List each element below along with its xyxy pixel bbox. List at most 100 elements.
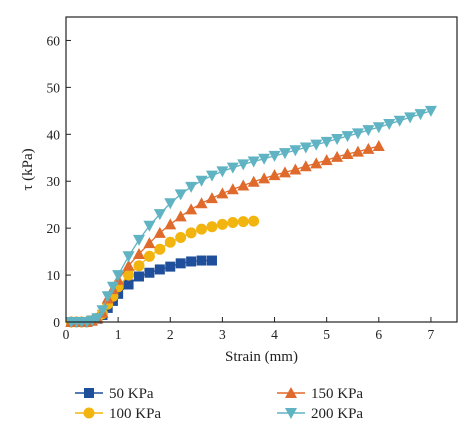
data-point	[341, 148, 354, 160]
data-point	[278, 166, 291, 178]
data-point	[112, 270, 125, 282]
data-point	[205, 170, 218, 182]
data-point	[153, 209, 166, 221]
data-point	[153, 226, 166, 238]
y-tick-label: 50	[47, 80, 61, 95]
y-tick-label: 20	[47, 221, 61, 236]
y-tick-label: 0	[53, 315, 60, 330]
data-point	[122, 251, 135, 263]
data-point	[186, 256, 197, 267]
data-point	[174, 210, 187, 222]
data-point	[91, 313, 104, 325]
data-point	[362, 125, 375, 137]
data-point	[299, 142, 312, 154]
data-point	[216, 218, 228, 230]
data-point	[216, 187, 229, 199]
data-point	[174, 189, 187, 201]
y-tick-label: 10	[47, 268, 61, 283]
legend: 50 KPa 150 KPa 100 KPa 200 KPa	[75, 386, 363, 422]
data-point	[320, 136, 333, 148]
data-point	[196, 223, 208, 235]
data-point	[154, 264, 165, 275]
data-point	[247, 175, 260, 187]
data-point	[132, 247, 145, 259]
data-point	[195, 175, 208, 187]
legend-item: 200 KPa	[277, 406, 363, 422]
data-point	[362, 142, 375, 154]
data-point	[248, 215, 260, 227]
data-point	[132, 234, 145, 246]
plot-area	[65, 105, 437, 328]
data-point	[424, 105, 437, 117]
data-point	[258, 153, 271, 165]
data-point	[237, 179, 250, 191]
x-tick-label: 6	[375, 327, 382, 342]
legend-label: 50 KPa	[109, 386, 154, 402]
data-point	[278, 148, 291, 160]
data-point	[143, 237, 156, 249]
data-point	[106, 281, 119, 293]
x-tick-label: 7	[428, 327, 435, 342]
data-point	[175, 258, 186, 269]
data-point	[143, 220, 156, 232]
y-axis-title: τ (kPa)	[20, 148, 36, 190]
legend-label: 100 KPa	[109, 406, 161, 422]
data-point	[247, 156, 260, 168]
data-point	[258, 172, 271, 184]
data-point	[320, 154, 333, 166]
series-3	[65, 105, 437, 328]
x-tick-label: 5	[323, 327, 330, 342]
data-point	[289, 145, 302, 157]
data-point	[185, 181, 198, 193]
data-point	[96, 305, 109, 317]
legend-item: 100 KPa	[75, 406, 161, 422]
data-point	[372, 122, 385, 134]
x-tick-label: 2	[167, 327, 174, 342]
y-tick-label: 30	[47, 174, 61, 189]
axes: 0 1 2 3 4 5 6 7 0 10 20 30 40 50 60	[47, 16, 458, 342]
data-point	[206, 221, 218, 233]
x-tick-label: 1	[115, 327, 122, 342]
data-point	[237, 216, 249, 228]
data-point	[351, 128, 364, 140]
data-point	[185, 203, 198, 215]
data-point	[268, 169, 281, 181]
x-tick-label: 3	[219, 327, 226, 342]
data-point	[144, 267, 155, 278]
data-point	[123, 269, 135, 281]
legend-item: 150 KPa	[277, 386, 363, 402]
data-point	[185, 227, 197, 239]
legend-label: 200 KPa	[311, 406, 363, 422]
data-point	[205, 192, 218, 204]
data-point	[383, 118, 396, 130]
data-point	[310, 157, 323, 169]
legend-marker	[83, 407, 95, 419]
data-point	[122, 259, 135, 271]
y-tick-label: 40	[47, 127, 61, 142]
data-point	[101, 291, 114, 303]
data-point	[206, 255, 217, 266]
data-point	[196, 255, 207, 266]
data-point	[237, 159, 250, 171]
data-point	[331, 134, 344, 145]
x-axis-title: Strain (mm)	[225, 349, 298, 365]
data-point	[351, 145, 364, 157]
data-point	[143, 250, 155, 262]
data-point	[133, 260, 145, 272]
series-line	[71, 110, 432, 323]
legend-marker	[285, 408, 297, 419]
data-point	[393, 115, 406, 127]
data-point	[299, 160, 312, 172]
legend-label: 150 KPa	[311, 386, 363, 402]
x-tick-label: 4	[271, 327, 278, 342]
data-point	[289, 163, 302, 175]
data-point	[372, 140, 385, 152]
data-point	[164, 198, 177, 210]
data-point	[268, 150, 281, 162]
data-point	[341, 131, 354, 143]
data-point	[123, 279, 134, 290]
data-point	[331, 150, 344, 162]
data-point	[310, 139, 323, 151]
data-point	[164, 236, 176, 248]
